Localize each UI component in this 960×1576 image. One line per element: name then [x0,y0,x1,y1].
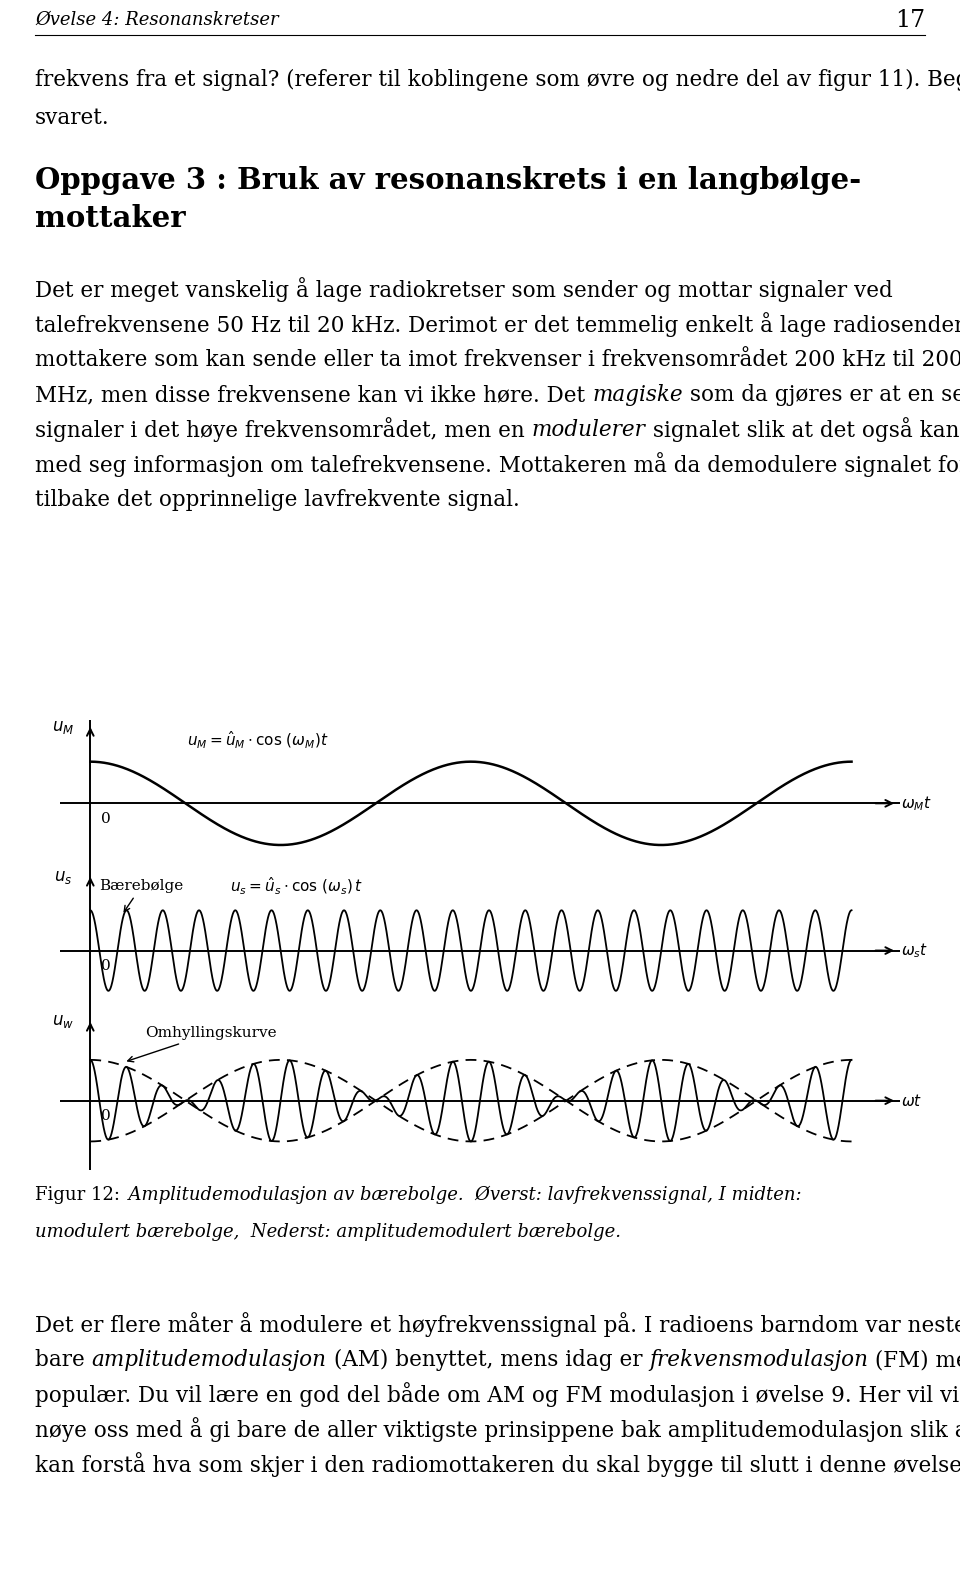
Text: 0: 0 [101,958,111,972]
Text: Øvelse 4: Resonanskretser: Øvelse 4: Resonanskretser [35,11,278,28]
Text: nøye oss med å gi bare de aller viktigste prinsippene bak amplitudemodulasjon sl: nøye oss med å gi bare de aller viktigst… [35,1417,960,1442]
Text: mottaker: mottaker [35,203,185,233]
Text: $\omega_M t$: $\omega_M t$ [901,794,932,813]
Text: Amplitudemodulasjon av bærebolge.  Øverst: lavfrekvenssignal, I midten:: Amplitudemodulasjon av bærebolge. Øverst… [117,1185,802,1204]
Text: signaler i det høye frekvensområdet, men en: signaler i det høye frekvensområdet, men… [35,418,532,443]
Text: Omhyllingskurve: Omhyllingskurve [128,1026,276,1062]
Text: umodulert bærebolge,  Nederst: amplitudemodulert bærebolge.: umodulert bærebolge, Nederst: amplitudem… [35,1223,621,1240]
Text: 0: 0 [101,812,111,826]
Text: (FM) mer: (FM) mer [868,1349,960,1371]
Text: bare: bare [35,1349,91,1371]
Text: amplitudemodulasjon: amplitudemodulasjon [91,1349,326,1371]
Text: 0: 0 [101,1110,111,1122]
Text: Oppgave 3 : Bruk av resonanskrets i en langbølge-: Oppgave 3 : Bruk av resonanskrets i en l… [35,165,861,194]
Text: $\omega t$: $\omega t$ [901,1092,923,1108]
Text: signalet slik at det også kan ta: signalet slik at det også kan ta [645,418,960,443]
Text: $u_w$: $u_w$ [52,1013,74,1029]
Text: modulerer: modulerer [532,419,645,441]
Text: $u_M$: $u_M$ [52,719,74,736]
Text: magiske: magiske [592,385,683,407]
Text: Det er flere måter å modulere et høyfrekvenssignal på. I radioens barndom var ne: Det er flere måter å modulere et høyfrek… [35,1313,960,1338]
Text: $\omega_s t$: $\omega_s t$ [901,941,928,960]
Text: $u_M = \hat{u}_M \cdot \cos\,(\omega_M)t$: $u_M = \hat{u}_M \cdot \cos\,(\omega_M)t… [187,730,329,752]
Text: $u_s = \hat{u}_s \cdot \cos\,(\omega_s)\,t$: $u_s = \hat{u}_s \cdot \cos\,(\omega_s)\… [229,875,363,897]
Text: svaret.: svaret. [35,107,109,129]
Text: $u_s$: $u_s$ [54,868,72,886]
Text: Det er meget vanskelig å lage radiokretser som sender og mottar signaler ved: Det er meget vanskelig å lage radiokrets… [35,277,893,303]
Text: Bærebølge: Bærebølge [100,879,183,911]
Text: med seg informasjon om talefrekvensene. Mottakeren må da demodulere signalet for: med seg informasjon om talefrekvensene. … [35,452,960,478]
Text: 17: 17 [895,8,925,32]
Text: populær. Du vil lære en god del både om AM og FM modulasjon i øvelse 9. Her vil : populær. Du vil lære en god del både om … [35,1382,959,1407]
Text: mottakere som kan sende eller ta imot frekvenser i frekvensområdet 200 kHz til 2: mottakere som kan sende eller ta imot fr… [35,348,960,370]
Text: MHz, men disse frekvensene kan vi ikke høre. Det: MHz, men disse frekvensene kan vi ikke h… [35,385,592,407]
Text: (AM) benyttet, mens idag er: (AM) benyttet, mens idag er [326,1349,649,1371]
Text: frekvens fra et signal? (referer til koblingene som øvre og nedre del av figur 1: frekvens fra et signal? (referer til kob… [35,69,960,91]
Text: Figur 12:: Figur 12: [35,1187,120,1204]
Text: frekvensmodulasjon: frekvensmodulasjon [649,1349,868,1371]
Text: talefrekvensene 50 Hz til 20 kHz. Derimot er det temmelig enkelt å lage radiosen: talefrekvensene 50 Hz til 20 kHz. Derimo… [35,312,960,337]
Text: tilbake det opprinnelige lavfrekvente signal.: tilbake det opprinnelige lavfrekvente si… [35,489,519,511]
Text: kan forstå hva som skjer i den radiomottakeren du skal bygge til slutt i denne ø: kan forstå hva som skjer i den radiomott… [35,1453,960,1477]
Text: som da gjøres er at en sender: som da gjøres er at en sender [683,385,960,407]
